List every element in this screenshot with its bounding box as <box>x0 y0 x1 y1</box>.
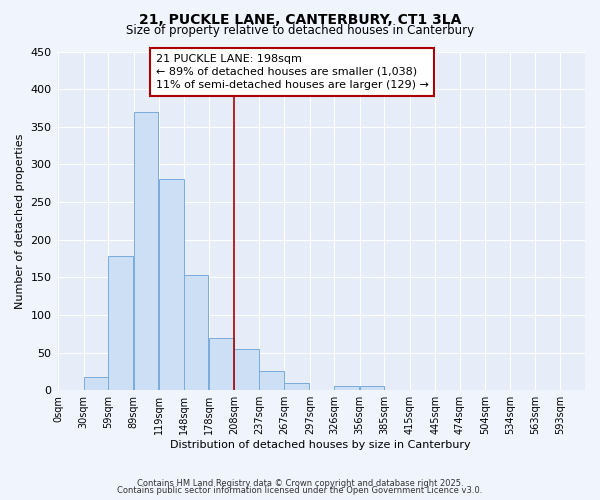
Bar <box>184 275 208 390</box>
Bar <box>235 349 259 390</box>
Bar <box>134 112 158 390</box>
Text: 21 PUCKLE LANE: 198sqm
← 89% of detached houses are smaller (1,038)
11% of semi-: 21 PUCKLE LANE: 198sqm ← 89% of detached… <box>155 54 428 90</box>
Bar <box>334 386 359 390</box>
Text: Size of property relative to detached houses in Canterbury: Size of property relative to detached ho… <box>126 24 474 37</box>
Y-axis label: Number of detached properties: Number of detached properties <box>15 133 25 308</box>
Text: 21, PUCKLE LANE, CANTERBURY, CT1 3LA: 21, PUCKLE LANE, CANTERBURY, CT1 3LA <box>139 12 461 26</box>
Bar <box>159 180 184 390</box>
Bar <box>108 256 133 390</box>
Text: Contains HM Land Registry data © Crown copyright and database right 2025.: Contains HM Land Registry data © Crown c… <box>137 478 463 488</box>
Bar <box>284 384 309 390</box>
Bar <box>83 376 108 390</box>
Bar <box>360 386 384 390</box>
Bar <box>209 338 233 390</box>
X-axis label: Distribution of detached houses by size in Canterbury: Distribution of detached houses by size … <box>170 440 471 450</box>
Text: Contains public sector information licensed under the Open Government Licence v3: Contains public sector information licen… <box>118 486 482 495</box>
Bar <box>259 372 284 390</box>
